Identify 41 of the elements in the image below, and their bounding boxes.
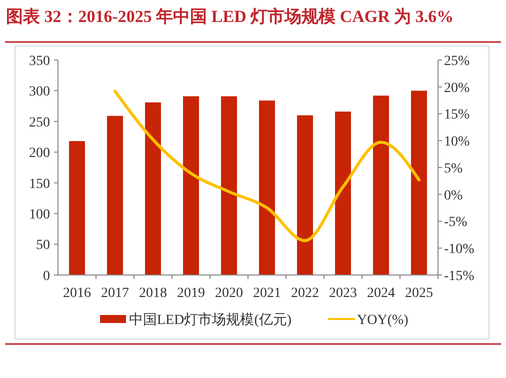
legend-label: YOY(%)	[357, 312, 409, 328]
y-tick-label: 250	[29, 115, 50, 130]
x-tick-label: 2023	[329, 286, 357, 301]
y-tick-label: 50	[36, 238, 50, 254]
y2-tick-label: -5%	[444, 215, 468, 230]
x-tick-label: 2018	[139, 286, 167, 301]
bar	[297, 115, 313, 275]
bar	[107, 116, 123, 275]
y-tick-label: 0	[43, 268, 50, 284]
bar	[183, 96, 199, 275]
x-tick-label: 2024	[367, 286, 395, 301]
y2-tick-label: 15%	[444, 108, 470, 123]
x-tick-label: 2021	[253, 286, 281, 301]
y-tick-label: 300	[29, 84, 50, 100]
line-series	[114, 90, 420, 242]
y-tick-label: 150	[29, 176, 50, 192]
x-tick-label: 2019	[177, 286, 205, 301]
bar	[259, 100, 275, 275]
bar	[411, 90, 427, 275]
y-tick-label: 100	[29, 207, 50, 222]
bar	[145, 102, 161, 275]
y2-tick-label: -10%	[444, 242, 475, 258]
y2-tick-label: -15%	[444, 268, 475, 284]
y2-tick-label: 10%	[444, 134, 470, 150]
chart-title: 图表 32：2016-2025 年中国 LED 灯市场规模 CAGR 为 3.6%	[6, 7, 454, 26]
y2-tick-label: 25%	[444, 54, 470, 69]
x-tick-label: 2016	[63, 286, 91, 301]
y-tick-label: 200	[29, 146, 50, 162]
bar	[69, 141, 85, 275]
y2-tick-label: 0%	[444, 188, 463, 204]
x-tick-label: 2025	[405, 286, 433, 301]
y2-tick-label: 20%	[444, 80, 470, 96]
bar	[335, 112, 351, 275]
y-tick-label: 350	[29, 54, 50, 69]
bar	[221, 96, 237, 275]
x-tick-label: 2020	[215, 286, 243, 301]
x-tick-label: 2017	[101, 286, 129, 301]
y2-tick-label: 5%	[444, 161, 463, 176]
legend-label: 中国LED灯市场规模(亿元)	[129, 312, 292, 328]
x-tick-label: 2022	[291, 286, 319, 301]
bar	[373, 96, 389, 275]
